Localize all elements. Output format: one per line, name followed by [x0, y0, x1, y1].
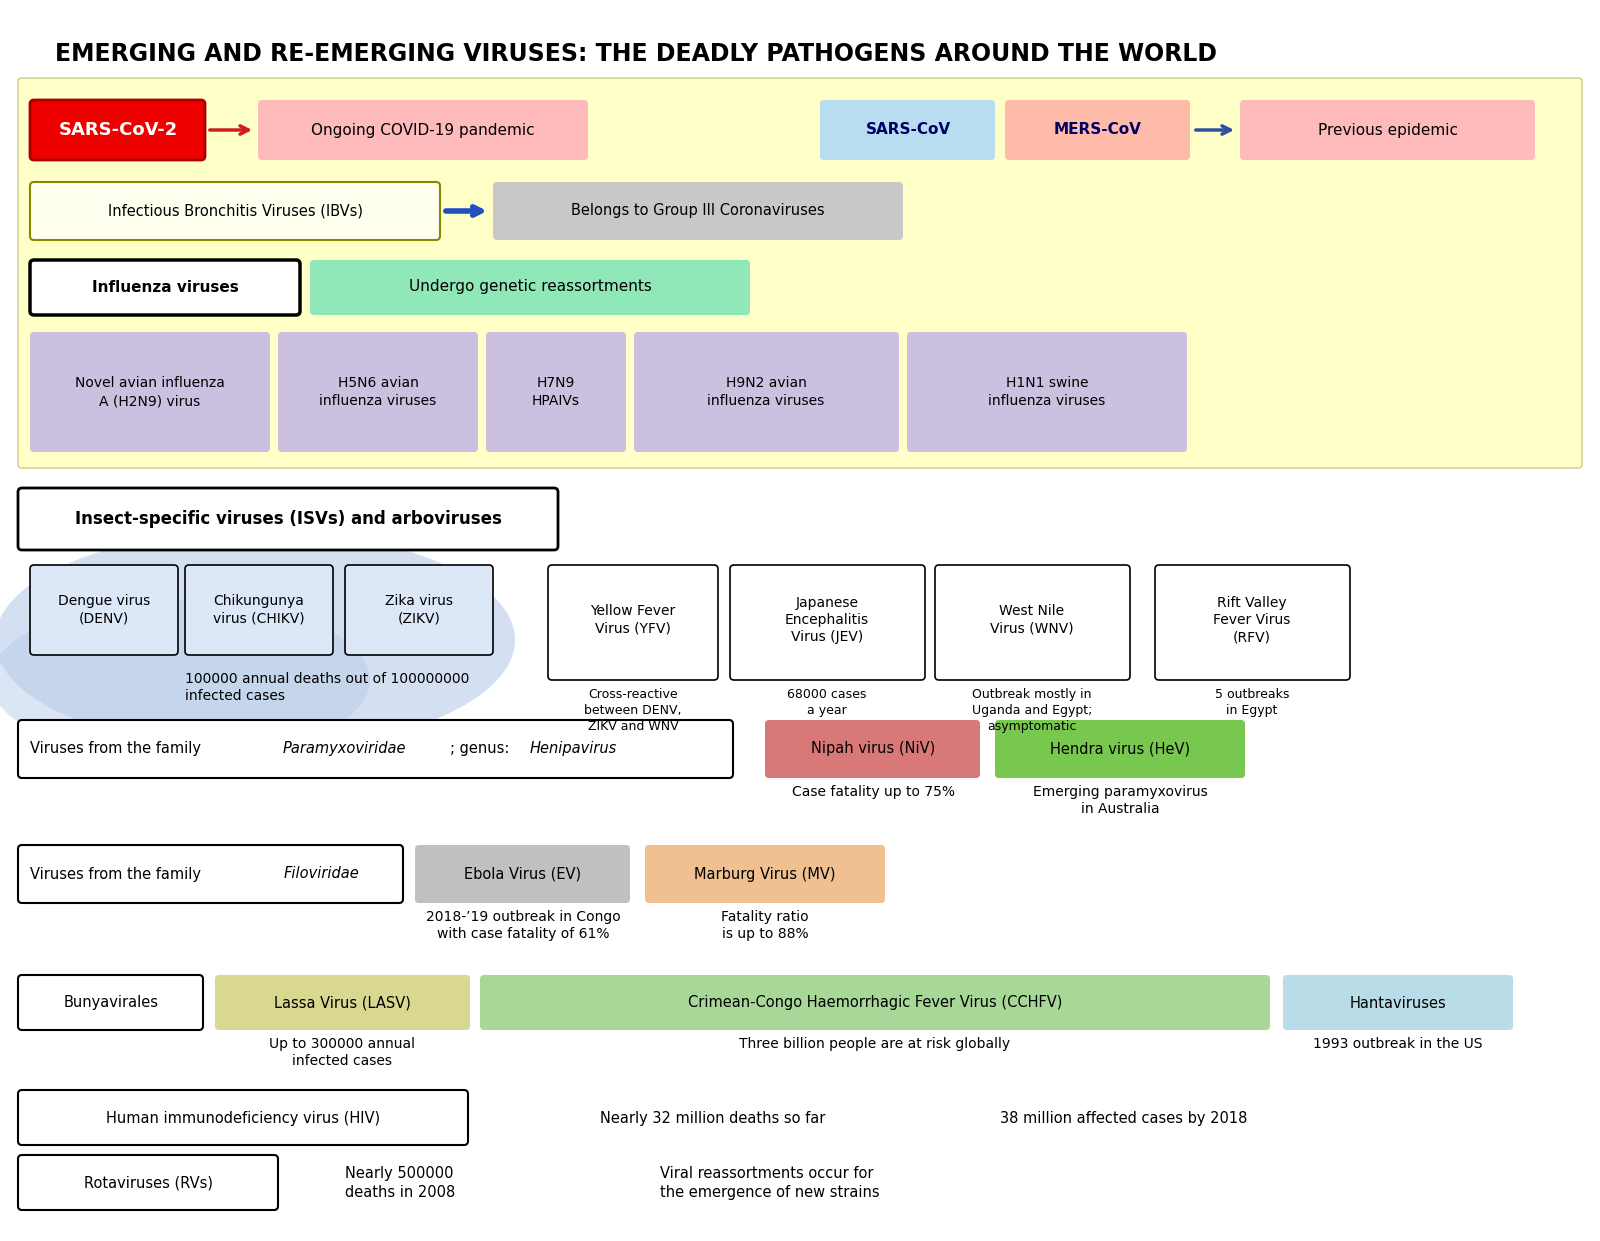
Text: Up to 300000 annual
infected cases: Up to 300000 annual infected cases [269, 1037, 414, 1069]
Text: Influenza viruses: Influenza viruses [91, 279, 238, 294]
FancyBboxPatch shape [1155, 565, 1350, 680]
Text: Insect-specific viruses (ISVs) and arboviruses: Insect-specific viruses (ISVs) and arbov… [75, 510, 501, 527]
Text: Human immunodeficiency virus (HIV): Human immunodeficiency virus (HIV) [106, 1111, 381, 1126]
FancyBboxPatch shape [730, 565, 925, 680]
FancyBboxPatch shape [214, 975, 470, 1030]
Text: Infectious Bronchitis Viruses (IBVs): Infectious Bronchitis Viruses (IBVs) [107, 204, 363, 218]
Text: MERS-CoV: MERS-CoV [1054, 123, 1142, 138]
FancyBboxPatch shape [30, 101, 205, 160]
FancyBboxPatch shape [1283, 975, 1514, 1030]
Text: ; genus:: ; genus: [450, 742, 514, 757]
Text: Paramyxoviridae: Paramyxoviridae [283, 742, 406, 757]
FancyBboxPatch shape [18, 845, 403, 903]
Text: Fatality ratio
is up to 88%: Fatality ratio is up to 88% [722, 910, 810, 942]
Text: Outbreak mostly in
Uganda and Egypt;
asymptomatic: Outbreak mostly in Uganda and Egypt; asy… [971, 688, 1093, 733]
FancyBboxPatch shape [480, 975, 1270, 1030]
FancyBboxPatch shape [258, 101, 589, 160]
FancyBboxPatch shape [819, 101, 995, 160]
Text: SARS-CoV: SARS-CoV [866, 123, 950, 138]
Ellipse shape [0, 599, 370, 759]
FancyBboxPatch shape [645, 845, 885, 903]
Text: Emerging paramyxovirus
in Australia: Emerging paramyxovirus in Australia [1032, 786, 1208, 817]
FancyBboxPatch shape [1240, 101, 1534, 160]
FancyBboxPatch shape [934, 565, 1130, 680]
Text: Nearly 500000
deaths in 2008: Nearly 500000 deaths in 2008 [346, 1165, 456, 1200]
Text: Hendra virus (HeV): Hendra virus (HeV) [1050, 742, 1190, 757]
Text: Yellow Fever
Virus (YFV): Yellow Fever Virus (YFV) [590, 604, 675, 635]
FancyBboxPatch shape [765, 720, 979, 778]
Text: West Nile
Virus (WNV): West Nile Virus (WNV) [990, 604, 1074, 635]
Text: Novel avian influenza
A (H2N9) virus: Novel avian influenza A (H2N9) virus [75, 376, 226, 408]
FancyBboxPatch shape [414, 845, 630, 903]
Text: Marburg Virus (MV): Marburg Virus (MV) [694, 866, 835, 881]
FancyBboxPatch shape [1005, 101, 1190, 160]
Text: Filoviridae: Filoviridae [285, 866, 360, 881]
Text: Zika virus
(ZIKV): Zika virus (ZIKV) [386, 594, 453, 625]
Text: Nearly 32 million deaths so far: Nearly 32 million deaths so far [600, 1111, 826, 1126]
FancyBboxPatch shape [18, 78, 1582, 468]
FancyBboxPatch shape [30, 261, 301, 315]
FancyBboxPatch shape [634, 333, 899, 452]
Text: Nipah virus (NiV): Nipah virus (NiV) [811, 742, 934, 757]
Ellipse shape [0, 530, 515, 750]
Text: Japanese
Encephalitis
Virus (JEV): Japanese Encephalitis Virus (JEV) [786, 596, 869, 644]
Text: Ongoing COVID-19 pandemic: Ongoing COVID-19 pandemic [310, 123, 534, 138]
Text: Lassa Virus (LASV): Lassa Virus (LASV) [274, 995, 411, 1010]
FancyBboxPatch shape [18, 975, 203, 1030]
FancyBboxPatch shape [907, 333, 1187, 452]
Text: 1993 outbreak in the US: 1993 outbreak in the US [1314, 1037, 1483, 1051]
Text: Rotaviruses (RVs): Rotaviruses (RVs) [83, 1175, 213, 1190]
FancyBboxPatch shape [346, 565, 493, 655]
FancyBboxPatch shape [30, 182, 440, 240]
Text: 5 outbreaks
in Egypt: 5 outbreaks in Egypt [1214, 688, 1290, 717]
Text: SARS-CoV-2: SARS-CoV-2 [58, 122, 178, 139]
Text: Viruses from the family: Viruses from the family [30, 742, 206, 757]
Text: 68000 cases
a year: 68000 cases a year [787, 688, 867, 717]
FancyBboxPatch shape [30, 565, 178, 655]
Text: H5N6 avian
influenza viruses: H5N6 avian influenza viruses [320, 376, 437, 408]
Text: Crimean-Congo Haemorrhagic Fever Virus (CCHFV): Crimean-Congo Haemorrhagic Fever Virus (… [688, 995, 1062, 1010]
FancyBboxPatch shape [493, 182, 902, 240]
Text: Belongs to Group III Coronaviruses: Belongs to Group III Coronaviruses [571, 204, 826, 218]
FancyBboxPatch shape [278, 333, 478, 452]
Text: H1N1 swine
influenza viruses: H1N1 swine influenza viruses [989, 376, 1106, 408]
Text: Chikungunya
virus (CHIKV): Chikungunya virus (CHIKV) [213, 594, 306, 625]
Text: Case fatality up to 75%: Case fatality up to 75% [792, 786, 955, 799]
Text: Viruses from the family: Viruses from the family [30, 866, 206, 881]
FancyBboxPatch shape [18, 1090, 467, 1145]
FancyBboxPatch shape [30, 333, 270, 452]
Text: Rift Valley
Fever Virus
(RFV): Rift Valley Fever Virus (RFV) [1213, 596, 1291, 644]
Text: Hantaviruses: Hantaviruses [1350, 995, 1446, 1010]
Text: 2018-’19 outbreak in Congo
with case fatality of 61%: 2018-’19 outbreak in Congo with case fat… [426, 910, 621, 942]
Text: Previous epidemic: Previous epidemic [1318, 123, 1458, 138]
FancyBboxPatch shape [310, 261, 750, 315]
Text: Henipavirus: Henipavirus [530, 742, 618, 757]
Text: EMERGING AND RE-EMERGING VIRUSES: THE DEADLY PATHOGENS AROUND THE WORLD: EMERGING AND RE-EMERGING VIRUSES: THE DE… [54, 42, 1218, 66]
Text: Bunyavirales: Bunyavirales [64, 995, 158, 1010]
Text: H7N9
HPAIVs: H7N9 HPAIVs [531, 376, 579, 408]
FancyBboxPatch shape [995, 720, 1245, 778]
Text: Three billion people are at risk globally: Three billion people are at risk globall… [739, 1037, 1011, 1051]
Text: Undergo genetic reassortments: Undergo genetic reassortments [408, 279, 651, 294]
FancyBboxPatch shape [547, 565, 718, 680]
Text: Viral reassortments occur for
the emergence of new strains: Viral reassortments occur for the emerge… [661, 1165, 880, 1200]
Text: Dengue virus
(DENV): Dengue virus (DENV) [58, 594, 150, 625]
FancyBboxPatch shape [18, 488, 558, 550]
Text: 100000 annual deaths out of 100000000
infected cases: 100000 annual deaths out of 100000000 in… [186, 671, 469, 704]
FancyBboxPatch shape [18, 1155, 278, 1210]
FancyBboxPatch shape [486, 333, 626, 452]
Text: Cross-reactive
between DENV,
ZIKV and WNV: Cross-reactive between DENV, ZIKV and WN… [584, 688, 682, 733]
Text: Ebola Virus (EV): Ebola Virus (EV) [464, 866, 581, 881]
FancyBboxPatch shape [18, 720, 733, 778]
Text: 38 million affected cases by 2018: 38 million affected cases by 2018 [1000, 1111, 1248, 1126]
FancyBboxPatch shape [186, 565, 333, 655]
Text: H9N2 avian
influenza viruses: H9N2 avian influenza viruses [707, 376, 824, 408]
